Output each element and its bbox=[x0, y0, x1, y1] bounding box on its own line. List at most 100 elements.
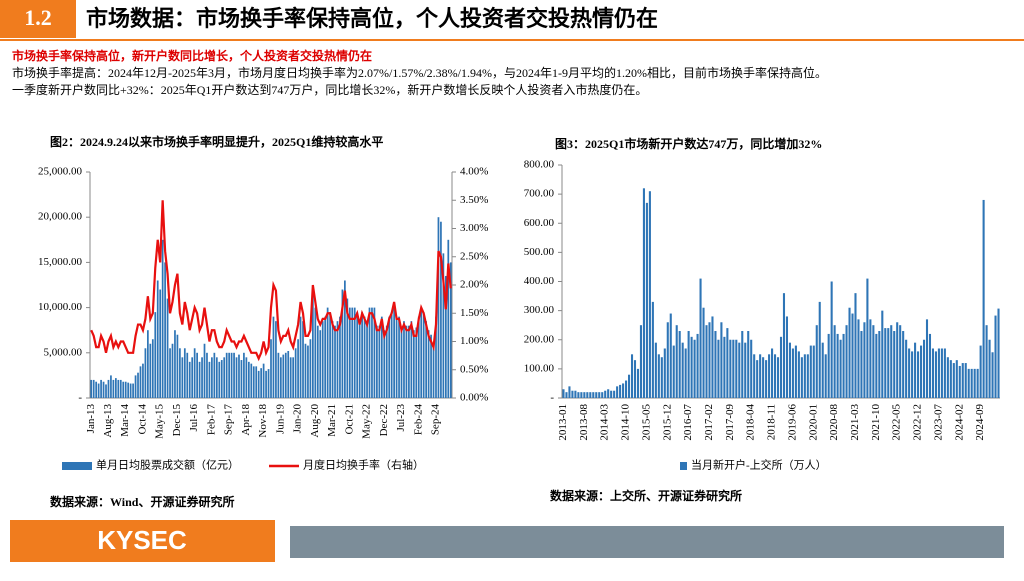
bar bbox=[304, 343, 307, 398]
footer-bar bbox=[290, 526, 1004, 558]
x-tick-label: 2021-03 bbox=[849, 404, 861, 441]
bar bbox=[262, 363, 265, 398]
bar bbox=[726, 328, 729, 398]
bar bbox=[156, 280, 159, 398]
bar bbox=[717, 339, 720, 398]
bar bbox=[994, 315, 997, 398]
y2-tick-label: 1.50% bbox=[460, 307, 488, 319]
bar bbox=[562, 389, 565, 398]
bar bbox=[435, 316, 437, 398]
source: 数据来源：上交所、开源证券研究所 bbox=[550, 488, 742, 503]
bar bbox=[294, 348, 297, 398]
bar bbox=[250, 363, 253, 398]
bar bbox=[857, 319, 860, 398]
y-tick-label: 200.00 bbox=[524, 333, 555, 345]
bar bbox=[422, 312, 425, 398]
bar bbox=[112, 379, 115, 398]
bar bbox=[914, 342, 917, 398]
bar bbox=[176, 334, 179, 398]
x-tick-label: 2019-06 bbox=[786, 404, 798, 441]
y2-tick-label: 3.50% bbox=[460, 194, 488, 206]
bar bbox=[420, 307, 423, 398]
bar bbox=[188, 361, 191, 398]
x-tick-label: 2021-10 bbox=[870, 404, 882, 441]
bar bbox=[203, 343, 206, 398]
bar bbox=[427, 330, 430, 398]
y-tick-label: - bbox=[78, 392, 82, 404]
x-tick-label: Mar-14 bbox=[119, 404, 131, 437]
bar bbox=[211, 357, 213, 398]
x-tick-label: 2015-05 bbox=[640, 404, 652, 441]
bar bbox=[432, 343, 435, 398]
bar bbox=[366, 321, 368, 398]
bar bbox=[368, 307, 371, 398]
bar bbox=[794, 345, 797, 398]
bar bbox=[174, 330, 176, 398]
bar bbox=[132, 383, 134, 398]
y-tick-label: 500.00 bbox=[524, 246, 555, 258]
bar bbox=[654, 342, 657, 398]
y-tick-label: 5,000.00 bbox=[44, 346, 83, 358]
legend-label: 单月日均股票成交额（亿元） bbox=[96, 458, 239, 472]
y-tick-label: 20,000.00 bbox=[38, 211, 83, 223]
bar bbox=[346, 298, 349, 398]
bar bbox=[292, 357, 295, 398]
bar bbox=[875, 333, 878, 398]
bar bbox=[151, 339, 154, 398]
bar bbox=[669, 313, 672, 398]
bar bbox=[228, 352, 230, 398]
bar bbox=[771, 348, 774, 398]
bar bbox=[759, 354, 762, 398]
bar bbox=[604, 390, 607, 398]
x-tick-label: 2013-01 bbox=[557, 404, 569, 441]
x-tick-label: Jan-20 bbox=[292, 404, 304, 434]
bar bbox=[902, 331, 905, 398]
x-tick-label: 2020-01 bbox=[807, 404, 819, 441]
bar bbox=[119, 379, 122, 398]
bar bbox=[319, 330, 322, 398]
bar bbox=[753, 354, 756, 398]
bar bbox=[260, 368, 263, 398]
bar bbox=[949, 360, 952, 398]
bar bbox=[651, 301, 654, 398]
bar bbox=[154, 312, 157, 398]
bar bbox=[371, 307, 373, 398]
bar bbox=[287, 350, 290, 398]
bar bbox=[385, 325, 388, 398]
bar bbox=[230, 352, 233, 398]
bar bbox=[729, 339, 732, 398]
bar bbox=[220, 360, 223, 398]
bar bbox=[842, 333, 845, 398]
bar bbox=[815, 325, 818, 398]
bar bbox=[636, 368, 640, 398]
bar bbox=[577, 392, 580, 398]
bar bbox=[922, 339, 926, 398]
bar bbox=[225, 352, 228, 398]
legend-swatch bbox=[680, 462, 687, 470]
bar bbox=[911, 351, 914, 398]
bar bbox=[860, 331, 863, 398]
bar bbox=[289, 357, 292, 398]
bar bbox=[788, 342, 791, 398]
bar bbox=[985, 325, 988, 398]
bar bbox=[324, 316, 327, 398]
bar bbox=[699, 278, 702, 398]
bar bbox=[934, 351, 937, 398]
bar bbox=[321, 321, 324, 398]
bar bbox=[134, 375, 137, 398]
x-tick-label: Mar-21 bbox=[326, 404, 338, 437]
x-tick-label: 2017-09 bbox=[724, 404, 736, 441]
x-tick-label: 2018-04 bbox=[745, 404, 757, 441]
bar bbox=[893, 331, 896, 398]
x-tick-label: 2016-07 bbox=[682, 404, 694, 441]
logo: KYSEC bbox=[97, 525, 187, 555]
bar bbox=[171, 343, 174, 398]
bar bbox=[568, 386, 571, 398]
bar bbox=[928, 333, 932, 398]
bar bbox=[705, 325, 708, 398]
bar bbox=[625, 380, 628, 398]
line bbox=[90, 200, 452, 362]
y2-tick-label: 0.50% bbox=[460, 363, 488, 375]
bar bbox=[714, 331, 717, 398]
bar bbox=[666, 322, 669, 398]
